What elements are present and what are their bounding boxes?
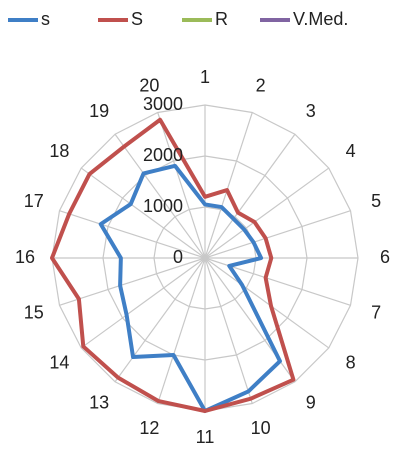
spoke xyxy=(204,257,351,306)
category-label: 17 xyxy=(24,191,44,211)
spoke xyxy=(204,257,253,404)
spoke xyxy=(157,257,206,404)
legend-label: R xyxy=(215,9,228,29)
spoke xyxy=(204,210,351,259)
category-label: 8 xyxy=(346,353,356,373)
category-label: 19 xyxy=(89,101,109,121)
spoke xyxy=(59,210,206,259)
legend-label: S xyxy=(131,9,143,29)
y-tick-label: 0 xyxy=(173,247,183,267)
category-label: 4 xyxy=(346,141,356,161)
spoke xyxy=(204,133,296,259)
spoke xyxy=(59,257,206,306)
spoke xyxy=(80,257,206,349)
series-line xyxy=(50,117,296,413)
category-label: 9 xyxy=(306,392,316,412)
category-label: 12 xyxy=(139,418,159,438)
category-label: 20 xyxy=(139,76,159,96)
category-label: 2 xyxy=(256,76,266,96)
spoke xyxy=(80,167,206,259)
series-line xyxy=(98,163,282,413)
category-label: 11 xyxy=(196,427,215,446)
y-tick-label: 1000 xyxy=(143,196,183,216)
category-label: 14 xyxy=(49,353,69,373)
category-label: 15 xyxy=(24,302,44,322)
category-label: 10 xyxy=(251,418,271,438)
spoke xyxy=(114,257,206,383)
legend-label: V.Med. xyxy=(293,9,348,29)
spoke xyxy=(204,257,330,349)
category-label: 13 xyxy=(89,392,109,412)
category-label: 3 xyxy=(306,101,316,121)
category-label: 18 xyxy=(49,141,69,161)
spoke xyxy=(157,112,206,259)
legend-label: s xyxy=(41,9,50,29)
category-label: 5 xyxy=(371,191,381,211)
y-tick-label: 3000 xyxy=(143,94,183,114)
category-label: 1 xyxy=(200,67,210,87)
spoke xyxy=(204,112,253,259)
category-label: 16 xyxy=(15,247,35,267)
category-label: 7 xyxy=(371,302,381,322)
spoke xyxy=(114,133,206,259)
spoke xyxy=(204,167,330,259)
spoke xyxy=(204,257,296,383)
y-tick-label: 2000 xyxy=(143,145,183,165)
category-label: 6 xyxy=(380,247,390,267)
